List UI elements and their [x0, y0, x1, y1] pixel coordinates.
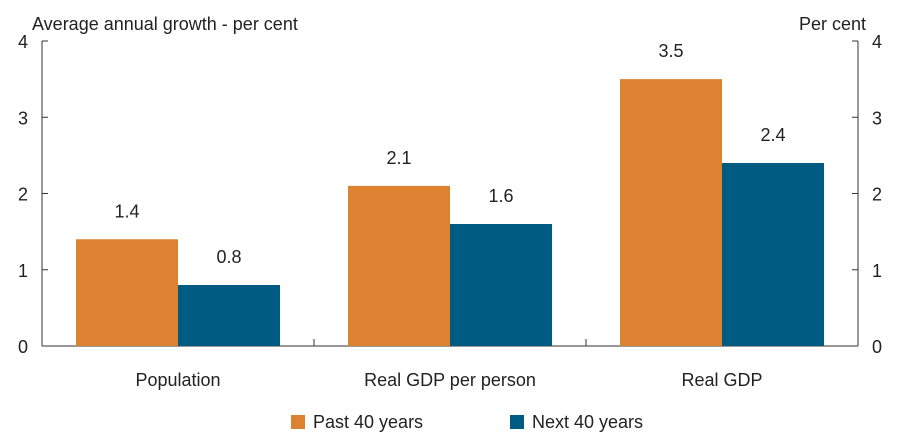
bar	[178, 285, 280, 346]
right-tick-label: 4	[872, 32, 882, 52]
legend: Past 40 years Next 40 years	[291, 412, 643, 432]
left-tick-label: 2	[18, 185, 28, 205]
right-tick-label: 3	[872, 108, 882, 128]
right-tick-label: 1	[872, 261, 882, 281]
bar	[76, 239, 178, 346]
data-label: 0.8	[216, 247, 241, 267]
right-tick-label: 0	[872, 337, 882, 357]
bar	[620, 79, 722, 346]
data-labels: 1.4 0.8 2.1 1.6 3.5 2.4	[114, 41, 785, 267]
bar	[450, 224, 552, 346]
left-axis-label: Average annual growth - per cent	[32, 14, 298, 34]
x-tick-label: Population	[135, 370, 220, 390]
data-label: 2.4	[760, 125, 785, 145]
right-axis-label: Per cent	[799, 14, 866, 34]
x-tick-label: Real GDP	[681, 370, 762, 390]
right-tick-label: 2	[872, 185, 882, 205]
legend-swatch	[510, 415, 524, 429]
left-tick-label: 1	[18, 261, 28, 281]
x-tick-label: Real GDP per person	[364, 370, 536, 390]
legend-swatch	[291, 415, 305, 429]
bars	[76, 79, 824, 346]
legend-label: Next 40 years	[532, 412, 643, 432]
data-label: 1.6	[488, 186, 513, 206]
bar	[348, 185, 450, 346]
left-tick-label: 0	[18, 337, 28, 357]
left-tick-label: 4	[18, 32, 28, 52]
axes: 0 0 1 1 2 2 3 3 4 4 Population Real GDP per person R…	[18, 32, 882, 390]
legend-label: Past 40 years	[313, 412, 423, 432]
bar	[722, 163, 824, 346]
left-tick-label: 3	[18, 108, 28, 128]
data-label: 3.5	[658, 41, 683, 61]
data-label: 2.1	[386, 148, 411, 168]
data-label: 1.4	[114, 201, 139, 221]
